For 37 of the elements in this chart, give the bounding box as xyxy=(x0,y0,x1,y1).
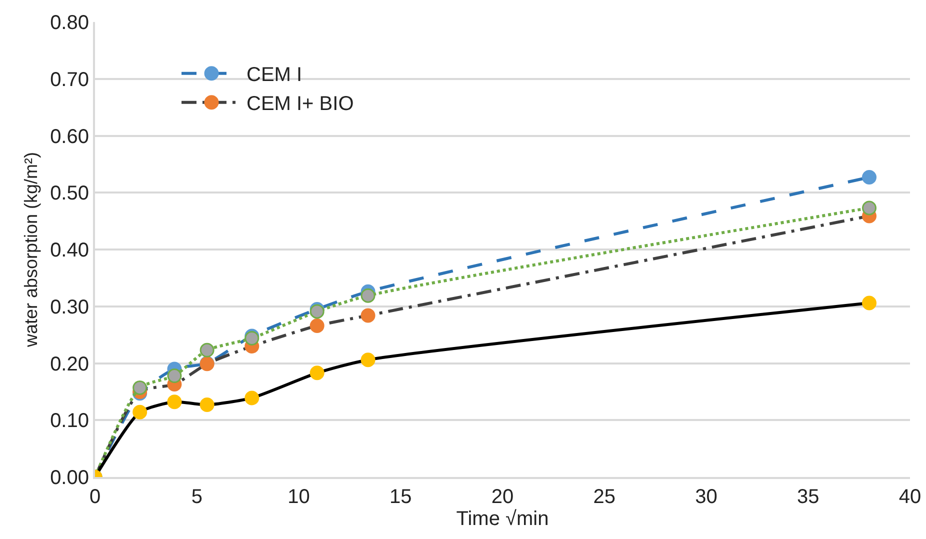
point xyxy=(244,390,260,406)
legend-label: CEM I xyxy=(246,64,302,86)
x-tick-label: 10 xyxy=(288,486,310,508)
point xyxy=(200,398,214,412)
point xyxy=(360,352,376,368)
y-axis-title: water absorption (kg/m²) xyxy=(20,152,41,348)
legend-label: CEM I+ BIO xyxy=(246,93,354,116)
y-tick-label: 0.80 xyxy=(50,12,89,34)
x-tick-label: 20 xyxy=(491,486,514,508)
point xyxy=(200,342,214,358)
point xyxy=(360,288,376,303)
y-tick-label: 0.60 xyxy=(50,126,89,148)
y-tick-label: 0.40 xyxy=(50,240,89,262)
x-tick-label: 5 xyxy=(191,486,202,508)
point xyxy=(862,200,876,216)
y-tick-label: 0.20 xyxy=(50,353,89,376)
point xyxy=(132,404,148,420)
point xyxy=(310,318,324,333)
point xyxy=(862,296,876,310)
y-tick-label: 0.10 xyxy=(50,410,89,432)
point xyxy=(360,308,376,323)
point xyxy=(167,394,182,410)
point xyxy=(310,366,324,380)
x-axis-title: Time √min xyxy=(456,508,549,530)
y-tick-label: 0.30 xyxy=(50,296,89,318)
y-tick-label: 0.70 xyxy=(50,68,89,91)
point xyxy=(132,380,148,395)
x-tick-label: 25 xyxy=(593,486,616,508)
x-tick-label: 0 xyxy=(89,486,101,508)
x-tick-label: 40 xyxy=(898,486,922,508)
y-tick-label: 0.50 xyxy=(50,182,89,205)
point xyxy=(167,368,182,384)
x-tick-label: 15 xyxy=(390,486,412,508)
point xyxy=(862,170,876,185)
x-tick-label: 30 xyxy=(695,486,718,508)
y-tick-label: 0.00 xyxy=(50,467,89,489)
x-tick-label: 35 xyxy=(797,486,820,508)
